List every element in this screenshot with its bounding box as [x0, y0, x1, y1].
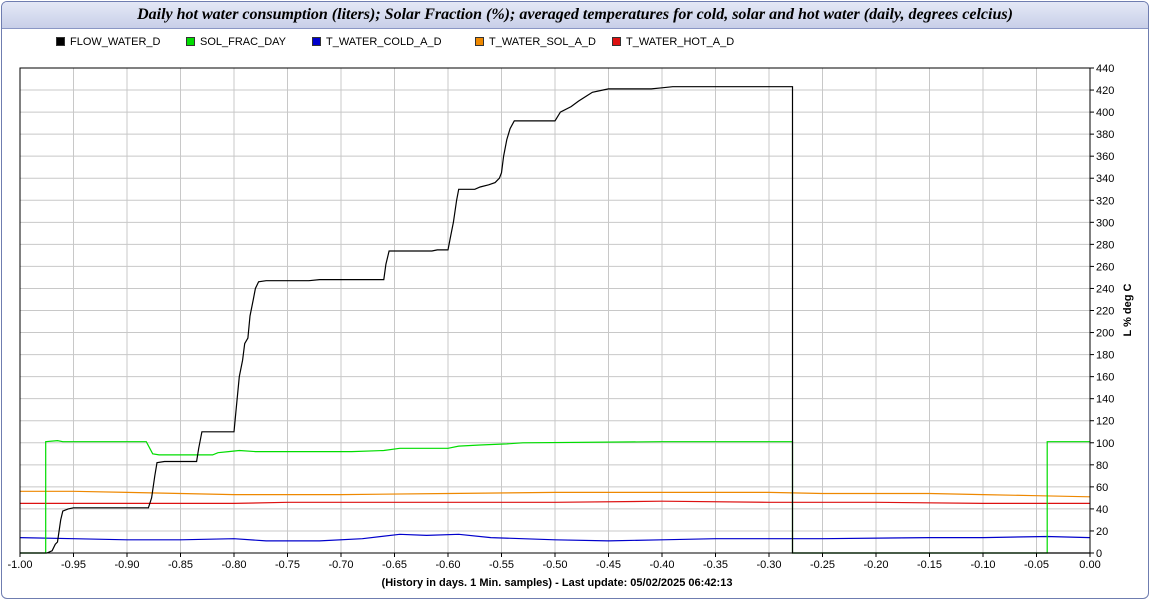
y-tick-label: 420	[1096, 85, 1114, 97]
series-layer	[19, 86, 1091, 554]
y-tick-label: 360	[1096, 151, 1114, 163]
y-tick-label: 300	[1096, 217, 1114, 229]
legend-item: T_WATER_HOT_A_D	[612, 36, 734, 48]
legend-swatch	[312, 36, 321, 46]
y-tick-label: 120	[1096, 416, 1114, 428]
axis-layer: -1.00 -0.95 -0.90 -0.85 -0.80 -0.75 -0.70 -0.65…	[7, 63, 1114, 571]
x-tick-label: -0.40	[649, 559, 674, 571]
y-tick-label: 240	[1096, 283, 1114, 295]
y-tick-label: 380	[1096, 129, 1114, 141]
legend-swatch	[186, 36, 195, 46]
y-tick-label: 0	[1096, 548, 1102, 560]
x-tick-label: -0.75	[275, 559, 300, 571]
legend-swatch	[475, 36, 484, 46]
y-tick-label: 180	[1096, 350, 1114, 362]
legend-item: FLOW_WATER_D	[56, 36, 160, 48]
x-tick-label: -0.10	[970, 559, 995, 571]
y-tick-label: 280	[1096, 239, 1114, 251]
y-tick-label: 80	[1096, 460, 1108, 472]
x-axis-title: (History in days. 1 Min. samples) - Last…	[382, 577, 733, 589]
y-tick-label: 220	[1096, 306, 1114, 318]
plot-border	[19, 67, 1091, 554]
x-tick-label: -0.25	[810, 559, 835, 571]
y-tick-label: 260	[1096, 261, 1114, 273]
x-tick-label: -0.85	[168, 559, 193, 571]
x-tick-label: -0.30	[756, 559, 781, 571]
series-line-sol-frac-day	[20, 439, 1090, 554]
legend-swatch	[612, 36, 621, 46]
x-tick-label: -0.35	[703, 559, 728, 571]
legend-label: T_WATER_HOT_A_D	[626, 36, 735, 48]
y-tick-label: 20	[1096, 526, 1108, 538]
legend-item: T_WATER_SOL_A_D	[475, 36, 596, 48]
x-tick-label: -1.00	[7, 559, 32, 571]
y-tick-label: 340	[1096, 173, 1114, 185]
legend-label: SOL_FRAC_DAY	[200, 36, 286, 48]
y-tick-label: 440	[1096, 63, 1114, 75]
x-tick-label: -0.60	[435, 559, 460, 571]
x-tick-label: -0.90	[114, 559, 139, 571]
x-tick-label: -0.95	[61, 559, 86, 571]
series-line-t-water-cold-a-d	[19, 533, 1091, 542]
grid-layer	[19, 67, 1091, 554]
y-tick-label: 60	[1096, 482, 1108, 494]
y-tick-label: 200	[1096, 328, 1114, 340]
chart-title: Daily hot water consumption (liters); So…	[137, 6, 1013, 23]
legend-item: SOL_FRAC_DAY	[186, 36, 286, 48]
legend-label: T_WATER_COLD_A_D	[326, 36, 442, 48]
x-tick-label: -0.45	[596, 559, 621, 571]
x-tick-label: -0.80	[221, 559, 246, 571]
series-line-t-water-hot-a-d	[20, 500, 1090, 504]
x-tick-label: -0.65	[382, 559, 407, 571]
x-tick-label: 0.00	[1079, 559, 1100, 571]
x-tick-label: -0.05	[1024, 559, 1049, 571]
legend-item: T_WATER_COLD_A_D	[312, 36, 442, 48]
y-tick-label: 140	[1096, 394, 1114, 406]
series-line-flow-water-d	[20, 86, 1090, 554]
x-tick-label: -0.15	[917, 559, 942, 571]
y-tick-label: 40	[1096, 504, 1108, 516]
legend-swatch	[56, 36, 65, 46]
legend-label: T_WATER_SOL_A_D	[489, 36, 596, 48]
x-tick-label: -0.70	[328, 559, 353, 571]
y-tick-label: 400	[1096, 107, 1114, 119]
y-tick-label: 100	[1096, 438, 1114, 450]
x-tick-label: -0.50	[542, 559, 567, 571]
y-tick-label: 320	[1096, 195, 1114, 207]
chart-title-bar: Daily hot water consumption (liters); So…	[2, 2, 1148, 29]
y-axis-title: L % deg C	[1122, 283, 1134, 336]
x-tick-label: -0.20	[863, 559, 888, 571]
x-tick-label: -0.55	[489, 559, 514, 571]
series-line-t-water-sol-a-d	[20, 490, 1091, 498]
legend-label: FLOW_WATER_D	[70, 36, 161, 48]
y-tick-label: 160	[1096, 372, 1114, 384]
